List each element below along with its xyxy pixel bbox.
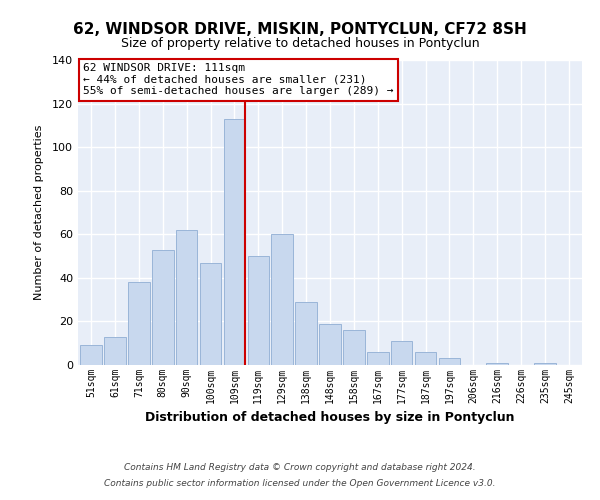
Text: Size of property relative to detached houses in Pontyclun: Size of property relative to detached ho… bbox=[121, 38, 479, 51]
Bar bbox=[439, 358, 460, 365]
X-axis label: Distribution of detached houses by size in Pontyclun: Distribution of detached houses by size … bbox=[145, 412, 515, 424]
Bar bbox=[271, 234, 293, 365]
Bar bbox=[248, 256, 269, 365]
Bar bbox=[319, 324, 341, 365]
Bar bbox=[415, 352, 436, 365]
Bar bbox=[295, 302, 317, 365]
Y-axis label: Number of detached properties: Number of detached properties bbox=[34, 125, 44, 300]
Text: Contains HM Land Registry data © Crown copyright and database right 2024.: Contains HM Land Registry data © Crown c… bbox=[124, 464, 476, 472]
Bar bbox=[391, 341, 412, 365]
Text: Contains public sector information licensed under the Open Government Licence v3: Contains public sector information licen… bbox=[104, 478, 496, 488]
Bar bbox=[176, 230, 197, 365]
Bar bbox=[200, 262, 221, 365]
Bar bbox=[80, 346, 102, 365]
Text: 62, WINDSOR DRIVE, MISKIN, PONTYCLUN, CF72 8SH: 62, WINDSOR DRIVE, MISKIN, PONTYCLUN, CF… bbox=[73, 22, 527, 38]
Bar bbox=[343, 330, 365, 365]
Bar bbox=[224, 119, 245, 365]
Bar bbox=[104, 336, 126, 365]
Bar bbox=[128, 282, 149, 365]
Bar bbox=[534, 363, 556, 365]
Bar bbox=[487, 363, 508, 365]
Bar bbox=[152, 250, 173, 365]
Bar bbox=[367, 352, 389, 365]
Text: 62 WINDSOR DRIVE: 111sqm
← 44% of detached houses are smaller (231)
55% of semi-: 62 WINDSOR DRIVE: 111sqm ← 44% of detach… bbox=[83, 63, 394, 96]
